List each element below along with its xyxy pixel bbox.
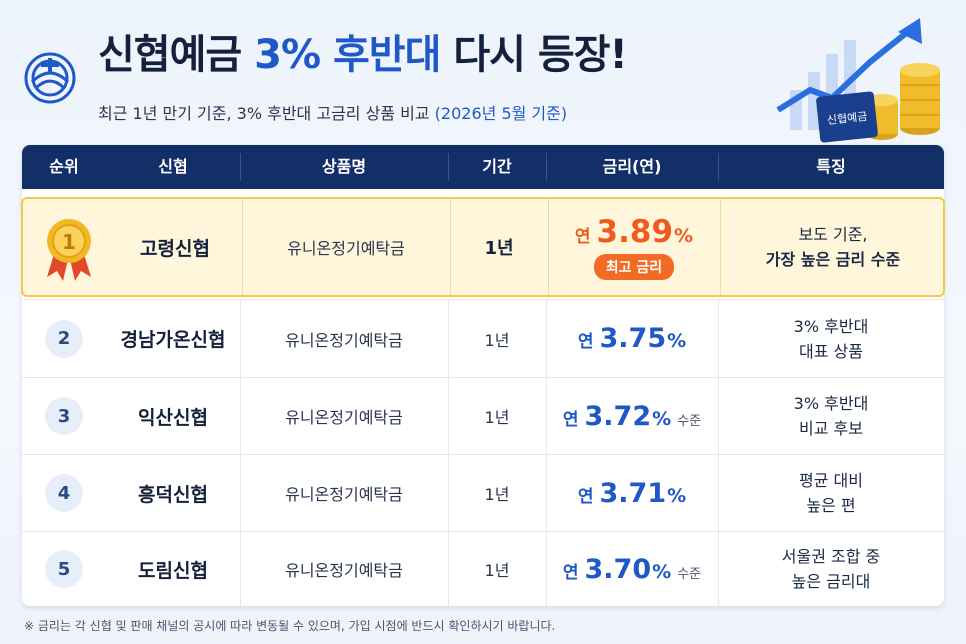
rate-prefix: 연 bbox=[562, 562, 579, 583]
rank-badge: 2 bbox=[45, 319, 83, 358]
feature-text: 보도 기준, 가장 높은 금리 수준 bbox=[766, 222, 900, 272]
header-illustration: 신협예금 bbox=[776, 18, 940, 143]
rate-prefix: 연 bbox=[574, 227, 591, 247]
rate-prefix: 연 bbox=[562, 409, 579, 430]
bank-name: 도림신협 bbox=[138, 559, 208, 582]
col-rate: 금리(연) bbox=[602, 157, 662, 176]
rate-value: 연 3.70% 수준 bbox=[563, 554, 701, 585]
rate-unit: % bbox=[652, 560, 672, 583]
table-header: 순위 신협 상품명 기간 금리(연) 특징 bbox=[22, 145, 944, 189]
feature-line2: 가장 높은 금리 수준 bbox=[765, 250, 901, 269]
rank-badge: 3 bbox=[45, 397, 83, 435]
subtitle-main: 최근 1년 만기 기준, 3% 후반대 고금리 상품 비교 bbox=[98, 104, 435, 123]
rate-value: 연 3.72% 수준 bbox=[563, 401, 701, 432]
title-highlight: 3% 후반대 bbox=[254, 32, 441, 78]
passbook-icon: 신협예금 bbox=[816, 91, 878, 143]
best-rate-badge: 최고 금리 bbox=[593, 254, 675, 280]
title-part1: 신협예금 bbox=[98, 32, 255, 78]
table-row-1[interactable]: 1 고령신협 유니온정기예탁금 1년 연 3.89% 최고 금리 보도 기준, 가… bbox=[21, 197, 945, 297]
rank-badge: 5 bbox=[45, 550, 83, 588]
product-name: 유니온정기예탁금 bbox=[285, 330, 403, 350]
title-part2: 다시 등장! bbox=[440, 32, 627, 78]
rate-unit: % bbox=[652, 407, 672, 430]
feature-line2: 비교 후보 bbox=[799, 419, 863, 438]
feature-line2: 대표 상품 bbox=[799, 341, 863, 361]
feature-line1: 3% 후반대 bbox=[793, 394, 869, 413]
bank-name: 흥덕신협 bbox=[138, 483, 208, 506]
feature-line1: 서울권 조합 중 bbox=[781, 547, 881, 566]
rate-number: 3.89 bbox=[596, 214, 674, 250]
rank-badge: 4 bbox=[45, 474, 83, 512]
feature-line1: 보도 기준, bbox=[798, 225, 868, 244]
rate-suffix: 수준 bbox=[677, 413, 702, 429]
bank-name: 고령신협 bbox=[140, 237, 210, 260]
bank-name: 경남가온신협 bbox=[120, 329, 226, 351]
col-feature: 특징 bbox=[816, 157, 846, 176]
rate-number: 3.72 bbox=[584, 400, 652, 432]
rate-value: 연 3.89% bbox=[575, 214, 693, 250]
product-name: 유니온정기예탁금 bbox=[285, 408, 403, 427]
col-bank: 신협 bbox=[158, 157, 188, 176]
rate-number: 3.70 bbox=[584, 553, 652, 585]
period: 1년 bbox=[484, 238, 514, 259]
rate-prefix: 연 bbox=[577, 486, 594, 507]
rate-unit: % bbox=[674, 225, 694, 247]
col-period: 기간 bbox=[482, 157, 512, 176]
feature-line2: 높은 편 bbox=[806, 496, 856, 515]
rate-value: 연 3.75% bbox=[578, 323, 686, 354]
product-name: 유니온정기예탁금 bbox=[285, 485, 403, 504]
col-rank: 순위 bbox=[49, 157, 79, 176]
col-product: 상품명 bbox=[321, 157, 367, 176]
subtitle-date: (2026년 5월 기준) bbox=[434, 104, 568, 123]
page-subtitle: 최근 1년 만기 기준, 3% 후반대 고금리 상품 비교 (2026년 5월 … bbox=[98, 100, 567, 124]
footnote: ※ 금리는 각 신협 및 판매 채널의 공시에 따라 변동될 수 있으며, 가입… bbox=[24, 619, 556, 633]
rate-comparison-table: 순위 신협 상품명 기간 금리(연) 특징 1 고령신협 유니온정기예탁금 1년… bbox=[21, 145, 945, 606]
feature-line1: 평균 대비 bbox=[799, 471, 863, 490]
medal-icon: 1 bbox=[47, 219, 91, 281]
period: 1년 bbox=[484, 561, 510, 580]
shinhyup-logo-icon bbox=[24, 52, 76, 104]
rate-value: 연 3.71% bbox=[578, 478, 686, 509]
rate-prefix: 연 bbox=[577, 332, 594, 352]
period: 1년 bbox=[484, 408, 510, 427]
page-title: 신협예금 3% 후반대 다시 등장! bbox=[98, 22, 628, 80]
rate-number: 3.75 bbox=[599, 323, 667, 354]
feature-line1: 3% 후반대 bbox=[793, 316, 869, 336]
passbook-label: 신협예금 bbox=[826, 110, 868, 127]
product-name: 유니온정기예탁금 bbox=[285, 561, 403, 580]
rank-number: 1 bbox=[62, 230, 76, 254]
feature-line2: 높은 금리대 bbox=[791, 572, 871, 591]
period: 1년 bbox=[484, 330, 510, 350]
rate-unit: % bbox=[667, 484, 687, 507]
rate-suffix: 수준 bbox=[677, 566, 702, 582]
product-name: 유니온정기예탁금 bbox=[287, 239, 405, 258]
rate-unit: % bbox=[667, 330, 687, 352]
period: 1년 bbox=[484, 485, 510, 504]
rate-number: 3.71 bbox=[599, 477, 667, 509]
bank-name: 익산신협 bbox=[138, 406, 208, 429]
